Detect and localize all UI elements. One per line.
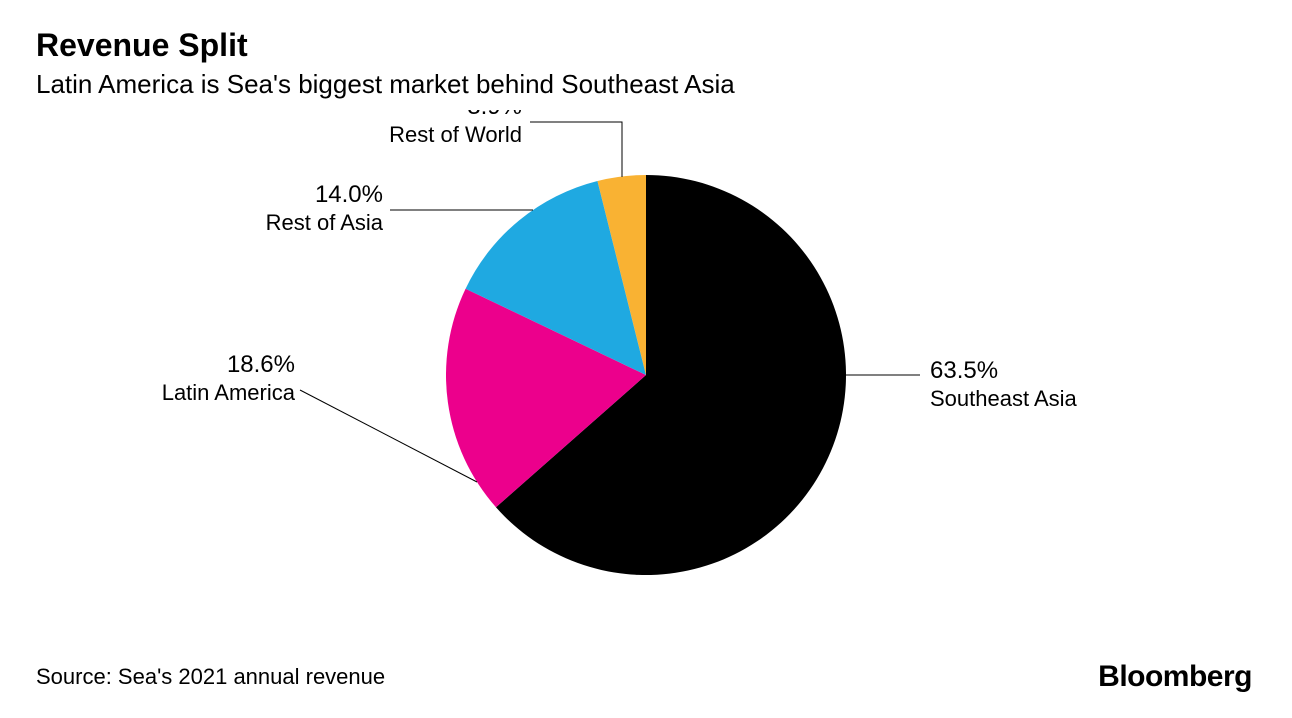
pie-chart: 63.5%Southeast Asia 18.6%Latin America 14.… xyxy=(0,110,1292,630)
slice-value: 3.9% xyxy=(467,110,522,120)
slice-value: 63.5% xyxy=(930,357,998,384)
slice-label: Southeast Asia xyxy=(930,386,1078,411)
slice-label: Latin America xyxy=(162,380,296,405)
chart-subtitle: Latin America is Sea's biggest market be… xyxy=(36,69,1256,100)
brand-logo: Bloomberg xyxy=(1098,660,1252,694)
leader-line xyxy=(530,122,622,177)
slice-value: 18.6% xyxy=(227,351,295,378)
slice-label: Rest of Asia xyxy=(266,210,384,235)
chart-title: Revenue Split xyxy=(36,28,1256,63)
pie-chart-svg: 63.5%Southeast Asia 18.6%Latin America 14.… xyxy=(0,110,1292,630)
slice-label: Rest of World xyxy=(389,122,522,147)
slice-value: 14.0% xyxy=(315,181,383,208)
source-text: Source: Sea's 2021 annual revenue xyxy=(36,664,385,690)
